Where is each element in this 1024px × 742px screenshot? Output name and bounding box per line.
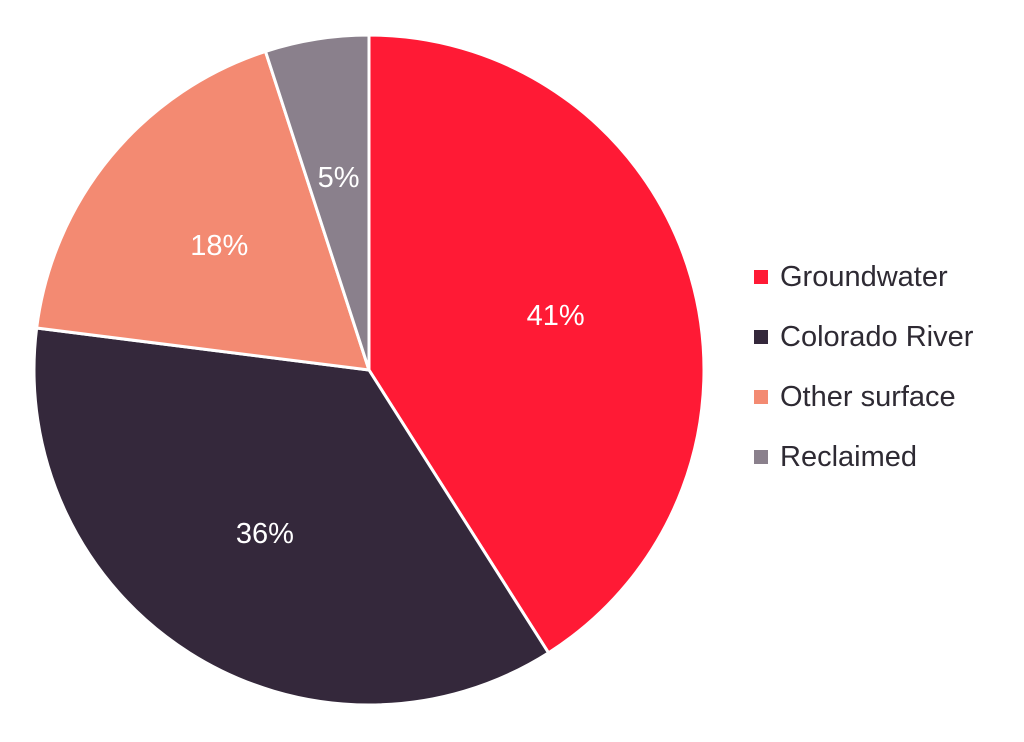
legend-label-colorado-river: Colorado River	[780, 321, 974, 353]
legend-swatch-groundwater	[754, 270, 768, 284]
legend-swatch-reclaimed	[754, 450, 768, 464]
pie-slice-colorado-river	[32, 326, 550, 707]
legend-label-other-surface: Other surface	[780, 381, 956, 413]
pie-slice-groundwater	[367, 33, 706, 655]
data-label-groundwater: 41%	[527, 300, 585, 332]
data-label-reclaimed: 5%	[318, 162, 360, 194]
legend-label-reclaimed: Reclaimed	[780, 441, 917, 473]
legend-swatch-colorado-river	[754, 330, 768, 344]
legend-label-groundwater: Groundwater	[780, 261, 948, 293]
pie-slices	[32, 33, 706, 707]
legend-swatch-other-surface	[754, 390, 768, 404]
pie-slice-labels: 41% 36% 18% 5%	[190, 162, 584, 550]
data-label-other-surface: 18%	[190, 230, 248, 262]
legend: Groundwater Colorado River Other surface Re…	[754, 261, 974, 473]
pie-slice-other-surface	[35, 49, 371, 372]
data-label-colorado-river: 36%	[236, 518, 294, 550]
pie-slice-reclaimed	[263, 33, 371, 372]
